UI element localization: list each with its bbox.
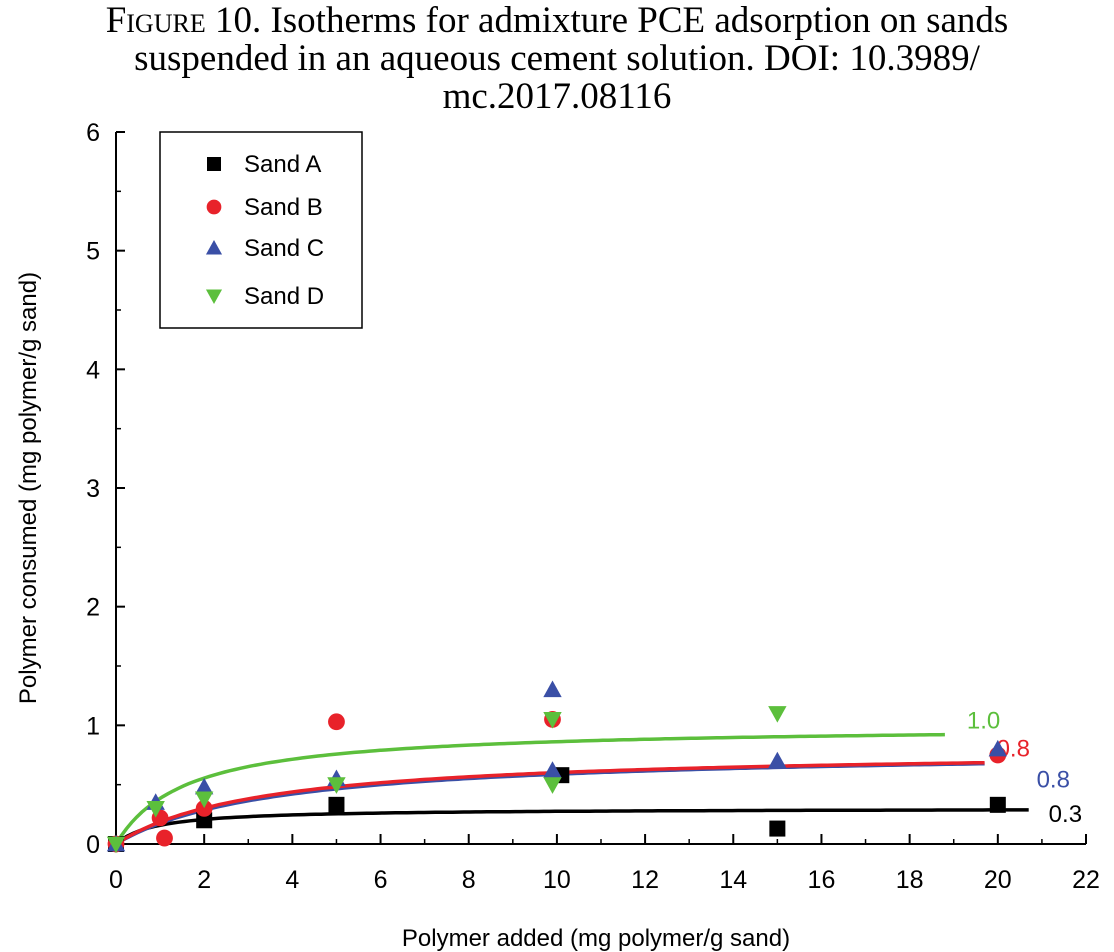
data-point-sand-d (106, 836, 126, 854)
data-point-sand-d (543, 712, 562, 729)
x-tick-label: 22 (1072, 866, 1100, 894)
legend-marker (205, 289, 223, 305)
data-point-sand-b (156, 829, 173, 847)
legend-label: Sand A (244, 151, 321, 178)
legend-marker (206, 199, 222, 215)
data-point-sand-d (194, 791, 214, 809)
x-tick-label: 8 (462, 866, 476, 894)
legend: Sand A Sand B Sand C Sand D (159, 131, 363, 329)
data-point-sand-c (768, 751, 787, 769)
x-tick-label: 18 (896, 866, 924, 894)
y-axis-label: Polymer consumed (mg polymer/g sand) (15, 272, 42, 704)
data-point-sand-b (195, 800, 213, 817)
y-tick-label: 6 (86, 119, 100, 147)
legend-label: Sand C (244, 235, 324, 262)
legend-label: Sand D (244, 283, 324, 310)
data-point-sand-c (988, 739, 1008, 757)
y-tick-label: 1 (86, 712, 100, 740)
data-point-sand-a (989, 796, 1006, 813)
caption-line-3: mc.2017.08116 (442, 76, 672, 117)
x-tick-label: 20 (984, 866, 1012, 894)
data-point-sand-a (196, 812, 213, 829)
x-tick-label: 4 (285, 866, 299, 894)
x-axis-label: Polymer added (mg polymer/g sand) (402, 925, 790, 952)
y-tick-label: 3 (86, 475, 100, 503)
x-tick-label: 2 (197, 866, 211, 894)
data-point-sand-b (328, 713, 345, 731)
data-point-sand-a (769, 820, 786, 837)
x-tick-label: 0 (109, 866, 123, 894)
data-point-sand-a (328, 796, 345, 813)
fit-curve-label: 0.8 (1037, 767, 1070, 794)
data-points (106, 680, 1008, 854)
caption-line-1: Isotherms for admixture PCE adsorption o… (270, 0, 1009, 41)
fit-curve-label: 0.3 (1049, 801, 1082, 828)
data-point-sand-c (194, 777, 214, 795)
y-tick-label: 5 (86, 238, 100, 266)
data-point-sand-d (146, 801, 165, 818)
y-tick-label: 2 (86, 594, 100, 622)
fit-curve-label: 1.0 (967, 708, 1000, 735)
data-point-sand-c (543, 761, 562, 778)
legend-box (159, 131, 363, 329)
legend-marker (205, 239, 223, 255)
fit-curve-sand-d (114, 732, 945, 845)
x-tick-label: 12 (631, 866, 659, 894)
data-point-sand-d (768, 706, 787, 723)
y-tick-label: 0 (86, 831, 100, 859)
fit-curve-sand-a (114, 808, 1029, 846)
data-point-sand-c (543, 680, 562, 698)
fit-curves: 0.30.80.81.0 (114, 708, 1082, 846)
caption-label: Figure 10. (105, 0, 262, 41)
x-tick-label: 6 (374, 866, 388, 894)
data-point-sand-d (543, 777, 562, 794)
x-tick-label: 10 (543, 866, 571, 894)
figure-caption: Figure 10. Isotherms for admixture PCE a… (0, 2, 1114, 116)
y-tick-label: 4 (86, 356, 100, 384)
x-tick-label: 16 (808, 866, 836, 894)
data-point-sand-d (327, 777, 346, 794)
legend-marker (207, 157, 221, 171)
caption-line-2: suspended in an aqueous cement solution.… (134, 38, 980, 79)
legend-label: Sand B (244, 194, 323, 221)
x-tick-label: 14 (719, 866, 747, 894)
